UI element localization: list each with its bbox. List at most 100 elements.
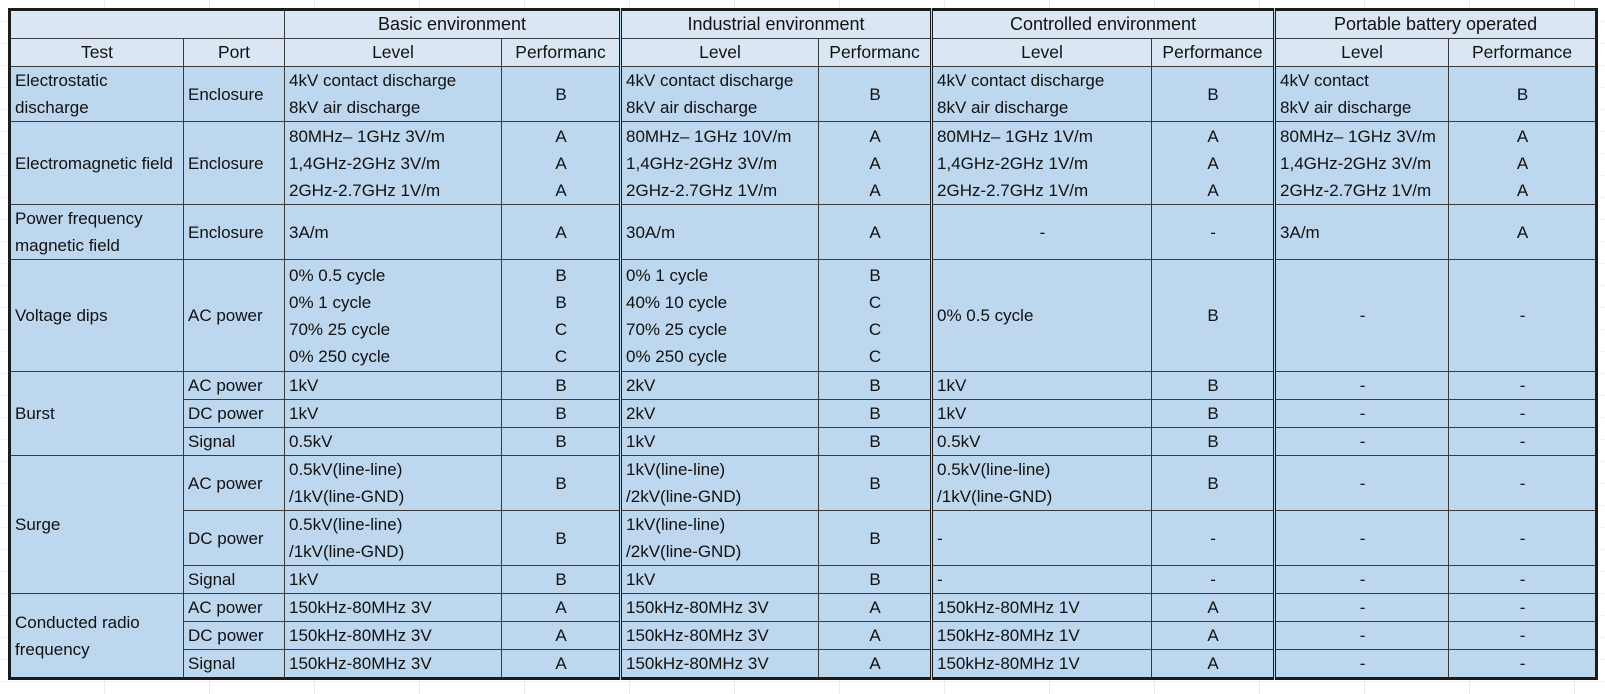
cell-level-industrial: 30A/m (619, 204, 820, 260)
cell-perf-portable: - (1448, 510, 1598, 566)
cell-port: AC power (183, 455, 285, 511)
cell-port: DC power (183, 621, 285, 650)
col-header-perf-industrial: Performanc (818, 38, 933, 67)
col-header-level-industrial: Level (619, 38, 820, 67)
cell-perf-portable: - (1448, 455, 1598, 511)
table-row: DC power 150kHz-80MHz 3V A 150kHz-80MHz … (10, 621, 1598, 650)
cell-perf-controlled: B (1151, 427, 1276, 456)
cell-port: DC power (183, 399, 285, 428)
cell-perf-basic: A (500, 649, 622, 679)
col-header-level-controlled: Level (930, 38, 1153, 67)
cell-perf-basic: B (500, 399, 622, 428)
cell-port: AC power (183, 259, 285, 372)
cell-perf-controlled: - (1151, 510, 1276, 566)
table-row: Burst AC power 1kV B 2kV B 1kV B - - (9, 371, 1598, 456)
cell-perf-basic: A A A (500, 121, 622, 205)
col-header-port: Port (183, 38, 285, 67)
table-row: Voltage dips AC power 0% 0.5 cycle 0% 1 … (9, 259, 1598, 372)
cell-test: Voltage dips (9, 259, 184, 372)
cell-test: Power frequency magnetic field (9, 204, 184, 260)
table-row: Electromagnetic field Enclosure 80MHz– 1… (9, 121, 1598, 205)
cell-level-industrial: 150kHz-80MHz 3V (619, 621, 820, 650)
cell-perf-industrial: A (818, 621, 933, 650)
table-row: DC power 1kV B 2kV B 1kV B - - (10, 399, 1598, 428)
cell-port: AC power (183, 593, 285, 622)
cell-level-basic: 80MHz– 1GHz 3V/m 1,4GHz-2GHz 3V/m 2GHz-2… (284, 121, 502, 205)
cell-level-industrial: 4kV contact discharge 8kV air discharge (619, 66, 820, 122)
col-header-perf-portable: Performance (1448, 38, 1598, 67)
cell-level-basic: 150kHz-80MHz 3V (284, 649, 502, 679)
cell-level-controlled: 150kHz-80MHz 1V (930, 649, 1153, 679)
corner-cell (9, 9, 285, 39)
cell-level-portable: - (1273, 510, 1450, 566)
cell-level-basic: 1kV (284, 399, 502, 428)
table-row: Signal 150kHz-80MHz 3V A 150kHz-80MHz 3V… (10, 649, 1598, 679)
cell-perf-controlled: A (1151, 649, 1276, 679)
cell-perf-portable: - (1448, 565, 1598, 594)
cell-perf-portable: A A A (1448, 121, 1598, 205)
cell-level-controlled: 150kHz-80MHz 1V (930, 593, 1153, 622)
cell-perf-controlled: A (1151, 621, 1276, 650)
cell-level-industrial: 1kV(line-line) /2kV(line-GND) (619, 510, 820, 566)
cell-port: Signal (183, 649, 285, 679)
cell-test: Burst (9, 371, 184, 456)
cell-level-basic: 0.5kV(line-line) /1kV(line-GND) (284, 455, 502, 511)
cell-level-controlled: 150kHz-80MHz 1V (930, 621, 1153, 650)
emc-immunity-table: Basic environment Industrial environment… (8, 8, 1599, 680)
env-group-controlled: Controlled environment (930, 9, 1276, 39)
cell-perf-basic: B (500, 455, 622, 511)
cell-test: Electromagnetic field (9, 121, 184, 205)
cell-perf-industrial: B (818, 455, 933, 511)
cell-level-portable: - (1273, 399, 1450, 428)
env-group-portable: Portable battery operated (1273, 9, 1598, 39)
cell-perf-controlled: - (1151, 565, 1276, 594)
col-header-test: Test (9, 38, 184, 67)
cell-perf-basic: A (500, 593, 622, 622)
cell-perf-industrial: B (818, 371, 933, 400)
cell-perf-portable: - (1448, 621, 1598, 650)
cell-level-portable: - (1273, 621, 1450, 650)
cell-perf-basic: B (500, 565, 622, 594)
table-row: Signal 0.5kV B 1kV B 0.5kV B - - (10, 427, 1598, 456)
cell-port: Enclosure (183, 204, 285, 260)
cell-level-controlled: - (930, 565, 1153, 594)
cell-level-portable: - (1273, 649, 1450, 679)
cell-level-controlled: 80MHz– 1GHz 1V/m 1,4GHz-2GHz 1V/m 2GHz-2… (930, 121, 1153, 205)
cell-perf-controlled: B (1151, 371, 1276, 400)
env-group-basic: Basic environment (283, 9, 622, 39)
cell-level-industrial: 2kV (619, 399, 820, 428)
cell-perf-basic: B (500, 371, 622, 400)
cell-perf-controlled: A A A (1151, 121, 1276, 205)
cell-port: Enclosure (183, 121, 285, 205)
cell-perf-industrial: B (818, 399, 933, 428)
cell-perf-industrial: A (818, 593, 933, 622)
cell-level-industrial: 80MHz– 1GHz 10V/m 1,4GHz-2GHz 3V/m 2GHz-… (619, 121, 820, 205)
cell-level-basic: 1kV (284, 565, 502, 594)
col-header-level-basic: Level (284, 38, 502, 67)
cell-level-portable: 4kV contact 8kV air discharge (1273, 66, 1450, 122)
cell-perf-basic: B B C C (500, 259, 622, 372)
table-row: Electrostatic discharge Enclosure 4kV co… (9, 66, 1598, 122)
col-header-level-portable: Level (1273, 38, 1450, 67)
env-group-industrial: Industrial environment (619, 9, 933, 39)
cell-level-industrial: 1kV (619, 565, 820, 594)
table-row: Surge AC power 0.5kV(line-line) /1kV(lin… (9, 455, 1598, 594)
cell-perf-controlled: A (1151, 593, 1276, 622)
cell-perf-portable: - (1448, 593, 1598, 622)
cell-port: AC power (183, 371, 285, 400)
cell-level-portable: - (1273, 371, 1450, 400)
table-row: Conducted radio frequency AC power 150kH… (9, 593, 1598, 679)
cell-level-controlled: - (930, 204, 1153, 260)
cell-perf-basic: B (500, 510, 622, 566)
cell-perf-portable: - (1448, 399, 1598, 428)
cell-perf-industrial: B (818, 565, 933, 594)
cell-level-basic: 3A/m (284, 204, 502, 260)
cell-level-controlled: 4kV contact discharge 8kV air discharge (930, 66, 1153, 122)
cell-perf-portable: - (1448, 427, 1598, 456)
cell-level-portable: 3A/m (1273, 204, 1450, 260)
cell-port: DC power (183, 510, 285, 566)
cell-level-portable: - (1273, 259, 1450, 372)
cell-level-basic: 0% 0.5 cycle 0% 1 cycle 70% 25 cycle 0% … (284, 259, 502, 372)
cell-perf-industrial: A (818, 204, 933, 260)
cell-level-controlled: 1kV (930, 371, 1153, 400)
